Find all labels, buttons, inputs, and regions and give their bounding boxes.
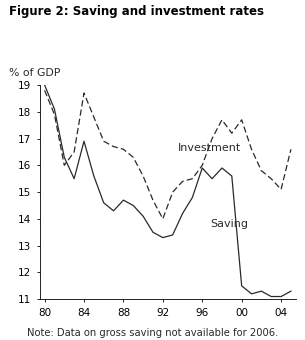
- Text: % of GDP: % of GDP: [9, 68, 60, 78]
- Text: Note: Data on gross saving not available for 2006.: Note: Data on gross saving not available…: [27, 328, 278, 338]
- Text: Saving: Saving: [210, 219, 248, 229]
- Text: Investment: Investment: [178, 142, 241, 153]
- Text: Figure 2: Saving and investment rates: Figure 2: Saving and investment rates: [9, 5, 264, 18]
